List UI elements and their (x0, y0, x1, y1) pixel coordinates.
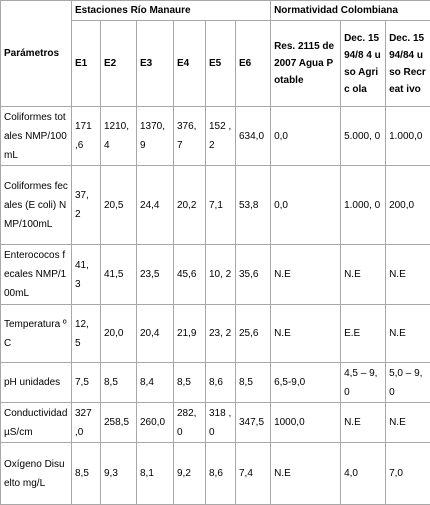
param-cell: pH unidades (0, 362, 72, 404)
norm-cell: N.E (385, 244, 430, 305)
value-cell: 318 ,0 (205, 402, 236, 444)
value-cell: 20,4 (136, 303, 174, 364)
value-cell: 347,5 (234, 402, 272, 444)
norm-cell: N.E (385, 303, 430, 364)
header-norm: Dec. 1594/84 uso Recreat ivo (385, 20, 430, 107)
value-cell: 1370, 9 (136, 105, 174, 167)
value-cell: 152 ,2 (205, 105, 236, 167)
value-cell: 634,0 (234, 105, 272, 167)
value-cell: 171 ,6 (71, 105, 101, 167)
value-cell: 1210, 4 (100, 105, 137, 167)
norm-cell: 5,0 – 9,0 (385, 362, 430, 404)
value-cell: 327 ,0 (71, 402, 101, 444)
table-body: Coliformes totales NMP/100mL 171 ,6 1210… (0, 105, 430, 505)
header-estaciones: Estaciones Río Manaure (70, 0, 272, 21)
value-cell: 8,5 (71, 442, 101, 505)
norm-cell: N.E (340, 402, 387, 444)
norm-cell: N.E (340, 244, 387, 305)
header-station: E4 (173, 20, 206, 107)
header-norm: Dec. 1594/8 4 uso Agric ola (340, 20, 387, 107)
norm-cell: 1.000,0 (385, 105, 430, 167)
value-cell: 8,6 (205, 442, 236, 505)
param-cell: Temperatura ºC (0, 303, 72, 364)
value-cell: 8,6 (205, 362, 236, 404)
header-station: E3 (136, 20, 174, 107)
value-cell: 7,5 (71, 362, 101, 404)
norm-cell: 4,5 – 9,0 (340, 362, 387, 404)
param-cell: Enterococos fecales NMP/100mL (0, 244, 72, 305)
value-cell: 376, 7 (173, 105, 206, 167)
value-cell: 20,5 (100, 165, 137, 246)
value-cell: 25,6 (234, 303, 272, 364)
header-station: E1 (71, 20, 101, 107)
value-cell: 10, 2 (205, 244, 236, 305)
norm-cell: N.E (270, 442, 342, 505)
norm-cell: 1000,0 (270, 402, 342, 444)
norm-cell: 0,0 (270, 105, 342, 167)
header-station: E5 (205, 20, 236, 107)
value-cell: 41,5 (100, 244, 137, 305)
param-cell: Oxígeno Disuelto mg/L (0, 442, 72, 505)
header-norm: Res. 2115 de 2007 Agua Potable (270, 20, 342, 107)
value-cell: 24,4 (136, 165, 174, 246)
norm-cell: 4,0 (340, 442, 387, 505)
value-cell: 8,5 (173, 362, 206, 404)
param-cell: Coliformes fecales (E coli) NMP/100mL (0, 165, 72, 246)
norm-cell: N.E (385, 402, 430, 444)
norm-cell: 200,0 (385, 165, 430, 246)
norm-cell: 7,0 (385, 442, 430, 505)
value-cell: 12, 5 (71, 303, 101, 364)
norm-cell: N.E (270, 303, 342, 364)
header-parametros: Parámetros (0, 0, 72, 107)
norm-cell: 6,5-9,0 (270, 362, 342, 404)
value-cell: 21,9 (173, 303, 206, 364)
value-cell: 45,6 (173, 244, 206, 305)
norm-cell: E.E (340, 303, 387, 364)
value-cell: 8,5 (100, 362, 137, 404)
value-cell: 8,5 (234, 362, 272, 404)
value-cell: 7,1 (205, 165, 236, 246)
norm-cell: 1.000, 0 (340, 165, 387, 246)
value-cell: 37, 2 (71, 165, 101, 246)
param-cell: Coliformes totales NMP/100mL (0, 105, 72, 167)
value-cell: 8,1 (136, 442, 174, 505)
norm-cell: 5.000, 0 (340, 105, 387, 167)
value-cell: 8,4 (136, 362, 174, 404)
header-station: E6 (234, 20, 272, 107)
param-cell: Conductividad µS/cm (0, 402, 72, 444)
norm-cell: 0,0 (270, 165, 342, 246)
value-cell: 260,0 (136, 402, 174, 444)
value-cell: 9,3 (100, 442, 137, 505)
value-cell: 258,5 (100, 402, 137, 444)
table-row: Conductividad µS/cm 327 ,0 258,5 260,0 2… (0, 402, 430, 444)
table-row: Coliformes fecales (E coli) NMP/100mL 37… (0, 165, 430, 246)
norm-cell: N.E (270, 244, 342, 305)
value-cell: 23, 2 (205, 303, 236, 364)
value-cell: 7,4 (234, 442, 272, 505)
table-row: Enterococos fecales NMP/100mL 41, 3 41,5… (0, 244, 430, 305)
value-cell: 41, 3 (71, 244, 101, 305)
value-cell: 35,6 (234, 244, 272, 305)
table-row: Coliformes totales NMP/100mL 171 ,6 1210… (0, 105, 430, 167)
table-row: Temperatura ºC 12, 5 20,0 20,4 21,9 23, … (0, 303, 430, 364)
table-row: Oxígeno Disuelto mg/L 8,5 9,3 8,1 9,2 8,… (0, 442, 430, 505)
value-cell: 282, 0 (173, 402, 206, 444)
header-station: E2 (100, 20, 137, 107)
value-cell: 53,8 (234, 165, 272, 246)
value-cell: 20,0 (100, 303, 137, 364)
table-row: pH unidades 7,5 8,5 8,4 8,5 8,6 8,5 6,5-… (0, 362, 430, 404)
value-cell: 20,2 (173, 165, 206, 246)
header-normatividad: Normatividad Colombiana (270, 0, 430, 21)
value-cell: 23,5 (136, 244, 174, 305)
value-cell: 9,2 (173, 442, 206, 505)
